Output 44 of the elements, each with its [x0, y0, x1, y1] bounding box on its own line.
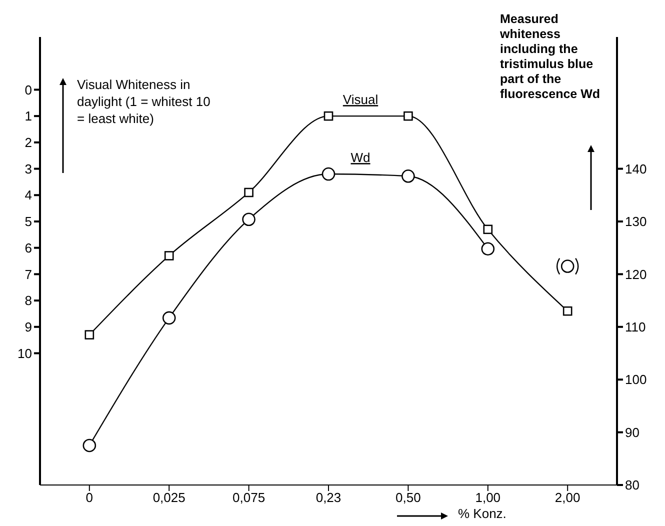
point — [481, 242, 495, 256]
y-tick-label: 4 — [24, 188, 32, 203]
y-tick-label: 9 — [24, 319, 32, 334]
y-tick-label: 6 — [24, 240, 32, 256]
point — [322, 167, 336, 181]
y-tick-label: 1 — [24, 108, 32, 124]
point — [404, 111, 413, 121]
y2-tick-label: 110 — [625, 319, 646, 334]
series-label: Visual — [342, 92, 378, 108]
x-axis-title: % Konz. — [458, 506, 506, 521]
x-tick-label: 1,00 — [475, 490, 501, 506]
y-tick-label: 3 — [24, 161, 32, 176]
x-tick-label: 0,075 — [232, 490, 266, 506]
point — [242, 212, 256, 226]
series-label: Wd — [350, 150, 370, 166]
y2-tick-label: 140 — [625, 161, 647, 176]
x-tick-label: 2,00 — [554, 490, 580, 506]
y-tick-label: 2 — [24, 135, 32, 150]
x-tick-label: 0 — [86, 490, 94, 506]
point — [82, 438, 96, 452]
y2-tick-label: 130 — [625, 214, 647, 230]
y2-axis-title: Measured whiteness including the tristimulus blue part of the fluorescence Wd — [500, 12, 602, 102]
y2-tick-label: 100 — [625, 372, 647, 388]
y2-tick-label: 90 — [625, 424, 640, 440]
point — [483, 224, 493, 234]
x-tick-label: 0,23 — [316, 490, 342, 506]
y2-tick-label: 120 — [625, 266, 647, 282]
y-tick-label: 7 — [24, 266, 32, 282]
point — [560, 260, 574, 273]
x-tick-label: 0,025 — [152, 490, 186, 506]
y-tick-label: 10 — [18, 346, 32, 361]
point — [244, 188, 254, 198]
point — [84, 330, 94, 340]
y-tick-label: 0 — [24, 82, 32, 98]
point — [402, 169, 415, 183]
point — [162, 311, 176, 325]
point — [324, 111, 334, 121]
y-axis-title: Visual Whiteness in daylight (1 = whitest 10 = least white) — [77, 76, 212, 127]
y-tick-label: 8 — [24, 293, 32, 308]
point — [562, 306, 572, 316]
x-tick-label: 0,50 — [396, 490, 421, 506]
y2-tick-label: 80 — [625, 478, 640, 493]
point — [164, 251, 174, 260]
y-tick-label: 5 — [24, 214, 32, 230]
